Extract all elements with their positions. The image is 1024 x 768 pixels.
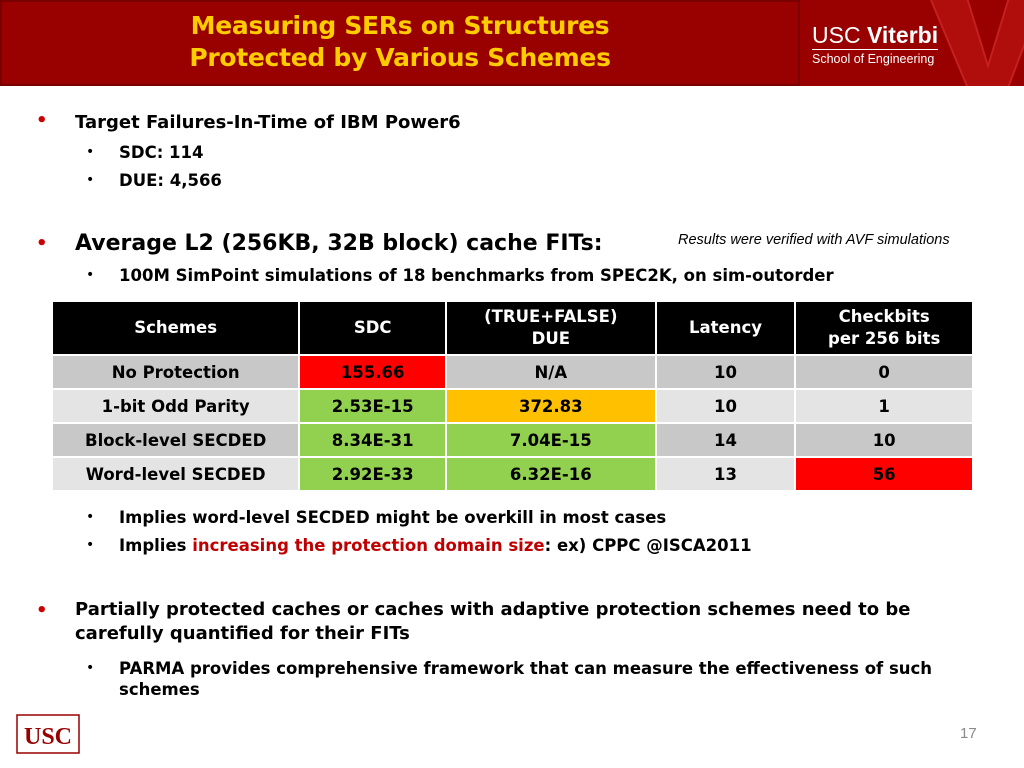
viterbi-v-icon — [929, 0, 1024, 86]
fit-table: Schemes SDC (TRUE+FALSE) DUE Latency Che… — [50, 300, 974, 492]
table-row: Word-level SECDED 2.92E-33 6.32E-16 13 5… — [50, 456, 974, 492]
bullet-dot: • — [36, 600, 48, 621]
sub-bullet-dot: • — [86, 660, 95, 676]
sub-bullet-simpoint: 100M SimPoint simulations of 18 benchmar… — [119, 266, 834, 285]
sub-bullet-dot: • — [86, 172, 95, 188]
usc-viterbi-logo: USC Viterbi School of Engineering — [800, 0, 1024, 86]
cell-checkbits: 1 — [794, 388, 974, 424]
bullet-dot: • — [36, 110, 48, 131]
cell-latency: 13 — [654, 456, 797, 492]
cell-checkbits: 10 — [794, 422, 974, 458]
header-checkbits-line-2: per 256 bits — [828, 329, 941, 348]
sub-bullet-protection-domain: Implies increasing the protection domain… — [119, 535, 752, 556]
title-line-1: Measuring SERs on Structures — [190, 11, 610, 40]
cell-checkbits: 56 — [794, 456, 974, 492]
header-due-line-2: DUE — [531, 329, 570, 348]
protection-domain-highlight: increasing the protection domain size — [192, 536, 545, 555]
table-row: No Protection 155.66 N/A 10 0 — [50, 354, 974, 390]
protection-domain-suffix: : ex) CPPC @ISCA2011 — [544, 536, 752, 555]
title-line-2: Protected by Various Schemes — [189, 43, 611, 72]
cell-latency: 14 — [654, 422, 797, 458]
logo-divider — [812, 49, 938, 50]
avf-note: Results were verified with AVF simulatio… — [678, 232, 950, 248]
cell-scheme: Block-level SECDED — [50, 422, 301, 458]
cell-sdc: 8.34E-31 — [298, 422, 447, 458]
logo-wordmark: USC Viterbi — [812, 22, 938, 48]
cell-due: 7.04E-15 — [444, 422, 657, 458]
header-due-line-1: (TRUE+FALSE) — [484, 307, 618, 326]
sub-bullet-overkill: Implies word-level SECDED might be overk… — [119, 508, 667, 527]
header-latency: Latency — [654, 300, 797, 356]
cell-due: 372.83 — [444, 388, 657, 424]
table-row: Block-level SECDED 8.34E-31 7.04E-15 14 … — [50, 422, 974, 458]
logo-usc-text: USC — [812, 22, 861, 48]
sub-bullet-dot: • — [86, 267, 95, 283]
cell-sdc: 155.66 — [298, 354, 447, 390]
sub-bullet-dot: • — [86, 144, 95, 160]
cell-sdc: 2.53E-15 — [298, 388, 447, 424]
logo-school-text: School of Engineering — [812, 52, 935, 66]
header-schemes: Schemes — [50, 300, 301, 356]
bullet-target-fit: Target Failures-In-Time of IBM Power6 — [75, 112, 461, 133]
bullet-dot: • — [36, 233, 48, 254]
cell-scheme: 1-bit Odd Parity — [50, 388, 301, 424]
sub-bullet-dot: • — [86, 509, 95, 525]
cell-due: 6.32E-16 — [444, 456, 657, 492]
bullet-average-l2: Average L2 (256KB, 32B block) cache FITs… — [75, 231, 603, 256]
sub-bullet-dot: • — [86, 537, 95, 553]
page-number: 17 — [960, 725, 977, 742]
cell-due: N/A — [444, 354, 657, 390]
protection-domain-prefix: Implies — [119, 536, 193, 555]
cell-scheme: No Protection — [50, 354, 301, 390]
cell-latency: 10 — [654, 388, 797, 424]
title-box — [0, 0, 800, 86]
sub-bullet-due: DUE: 4,566 — [119, 171, 222, 190]
cell-latency: 10 — [654, 354, 797, 390]
cell-sdc: 2.92E-33 — [298, 456, 447, 492]
footer-logo-text: USC — [24, 724, 72, 750]
slide-title: Measuring SERs on Structures Protected b… — [90, 10, 710, 74]
header-due: (TRUE+FALSE) DUE — [444, 300, 657, 356]
sub-bullet-parma: PARMA provides comprehensive framework t… — [119, 659, 933, 699]
header-sdc: SDC — [298, 300, 447, 356]
table-header-row: Schemes SDC (TRUE+FALSE) DUE Latency Che… — [50, 300, 974, 356]
header-checkbits-line-1: Checkbits — [838, 307, 930, 326]
usc-footer-logo: USC — [16, 714, 80, 754]
table-row: 1-bit Odd Parity 2.53E-15 372.83 10 1 — [50, 388, 974, 424]
header-checkbits: Checkbits per 256 bits — [794, 300, 974, 356]
cell-checkbits: 0 — [794, 354, 974, 390]
cell-scheme: Word-level SECDED — [50, 456, 301, 492]
logo-viterbi-text: Viterbi — [866, 22, 939, 48]
bullet-partially-protected: Partially protected caches or caches wit… — [75, 599, 911, 644]
sub-bullet-sdc: SDC: 114 — [119, 143, 204, 162]
slide-header: Measuring SERs on Structures Protected b… — [0, 0, 1024, 86]
